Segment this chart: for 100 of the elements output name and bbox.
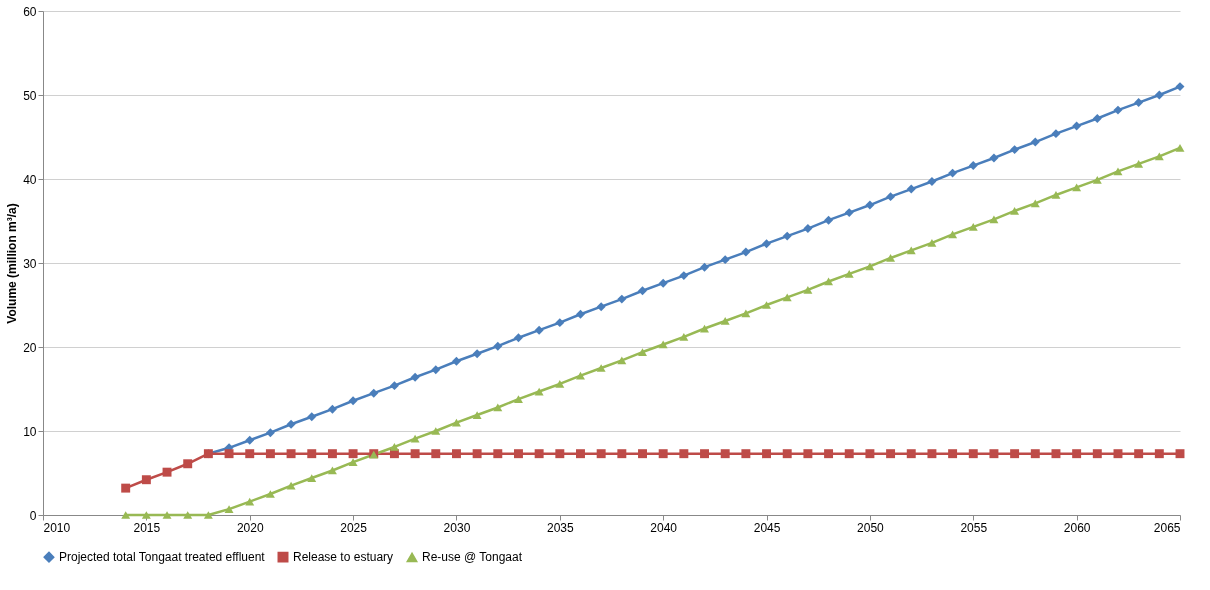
- point: [1030, 137, 1040, 147]
- y-axis-title: Volume (million m³/a): [5, 203, 20, 324]
- point: [948, 230, 958, 239]
- point: [679, 449, 689, 459]
- point: [906, 246, 916, 255]
- x-tick-label: 2065: [1153, 520, 1181, 535]
- point: [514, 333, 523, 343]
- point: [762, 449, 772, 459]
- point: [865, 200, 875, 210]
- point: [741, 309, 751, 318]
- x-tick-label: 2060: [1063, 520, 1091, 535]
- y-tick-label: 40: [23, 172, 37, 187]
- point: [886, 192, 896, 202]
- point: [472, 349, 482, 359]
- point: [555, 449, 565, 459]
- point: [844, 208, 854, 218]
- point: [1175, 144, 1185, 152]
- x-tick-label: 2040: [650, 520, 678, 535]
- point: [265, 490, 275, 498]
- point: [720, 449, 730, 459]
- point: [265, 428, 275, 438]
- point: [183, 459, 193, 469]
- point: [658, 278, 668, 288]
- point: [348, 396, 358, 406]
- point: [121, 483, 131, 493]
- point: [927, 238, 937, 247]
- point: [658, 449, 668, 459]
- point: [865, 262, 875, 271]
- point: [989, 449, 999, 459]
- point: [348, 458, 358, 466]
- point: [1030, 199, 1040, 208]
- point: [1051, 129, 1061, 139]
- point: [638, 449, 647, 459]
- point: [307, 412, 317, 422]
- point: [948, 168, 958, 178]
- point: [534, 325, 544, 335]
- point: [451, 356, 461, 366]
- point: [844, 449, 854, 459]
- point: [389, 381, 399, 391]
- point: [1010, 449, 1020, 459]
- point: [327, 404, 337, 414]
- point: [141, 475, 151, 485]
- point: [968, 449, 978, 459]
- point: [824, 215, 834, 225]
- x-tick-label: 2045: [753, 520, 781, 535]
- point: [927, 449, 937, 459]
- x-tick-label: 2055: [960, 520, 988, 535]
- point: [286, 449, 296, 459]
- point: [803, 449, 813, 459]
- point: [1092, 175, 1102, 184]
- legend-label: Projected total Tongaat treated effluent: [59, 550, 266, 565]
- point: [741, 449, 751, 459]
- point: [1154, 90, 1164, 100]
- point: [265, 449, 275, 459]
- y-tick-label: 20: [23, 340, 37, 355]
- point: [1175, 449, 1185, 459]
- point: [989, 215, 999, 224]
- point: [307, 474, 317, 482]
- point: [224, 449, 234, 459]
- point: [141, 511, 151, 519]
- point: [514, 449, 523, 459]
- point: [824, 449, 834, 459]
- point: [803, 224, 813, 234]
- point: [1134, 98, 1144, 108]
- point: [1030, 449, 1040, 459]
- point: [762, 301, 772, 309]
- point: [1113, 105, 1123, 115]
- point: [1072, 121, 1082, 131]
- point: [886, 254, 896, 262]
- point: [1113, 167, 1123, 176]
- point: [989, 153, 999, 163]
- point: [638, 286, 647, 296]
- point: [410, 449, 420, 459]
- point: [700, 262, 709, 272]
- point: [762, 239, 772, 249]
- point: [555, 380, 565, 388]
- point: [327, 449, 337, 459]
- point: [1010, 207, 1020, 215]
- point: [679, 333, 689, 341]
- x-tick-label: 2025: [340, 520, 368, 535]
- legend-label: Release to estuary: [293, 550, 394, 565]
- point: [431, 365, 441, 375]
- x-tick-label: 2010: [43, 520, 71, 535]
- point: [369, 388, 379, 398]
- point: [162, 467, 172, 477]
- point: [679, 271, 689, 281]
- point: [534, 387, 544, 396]
- point: [617, 449, 627, 459]
- point: [493, 449, 503, 459]
- point: [1051, 449, 1061, 459]
- point: [782, 231, 792, 241]
- point: [183, 511, 193, 519]
- point: [431, 449, 441, 459]
- point: [617, 294, 627, 304]
- point: [968, 223, 978, 231]
- point: [927, 177, 937, 186]
- point: [720, 317, 730, 325]
- point: [286, 419, 296, 429]
- point: [514, 395, 523, 403]
- point: [451, 449, 461, 459]
